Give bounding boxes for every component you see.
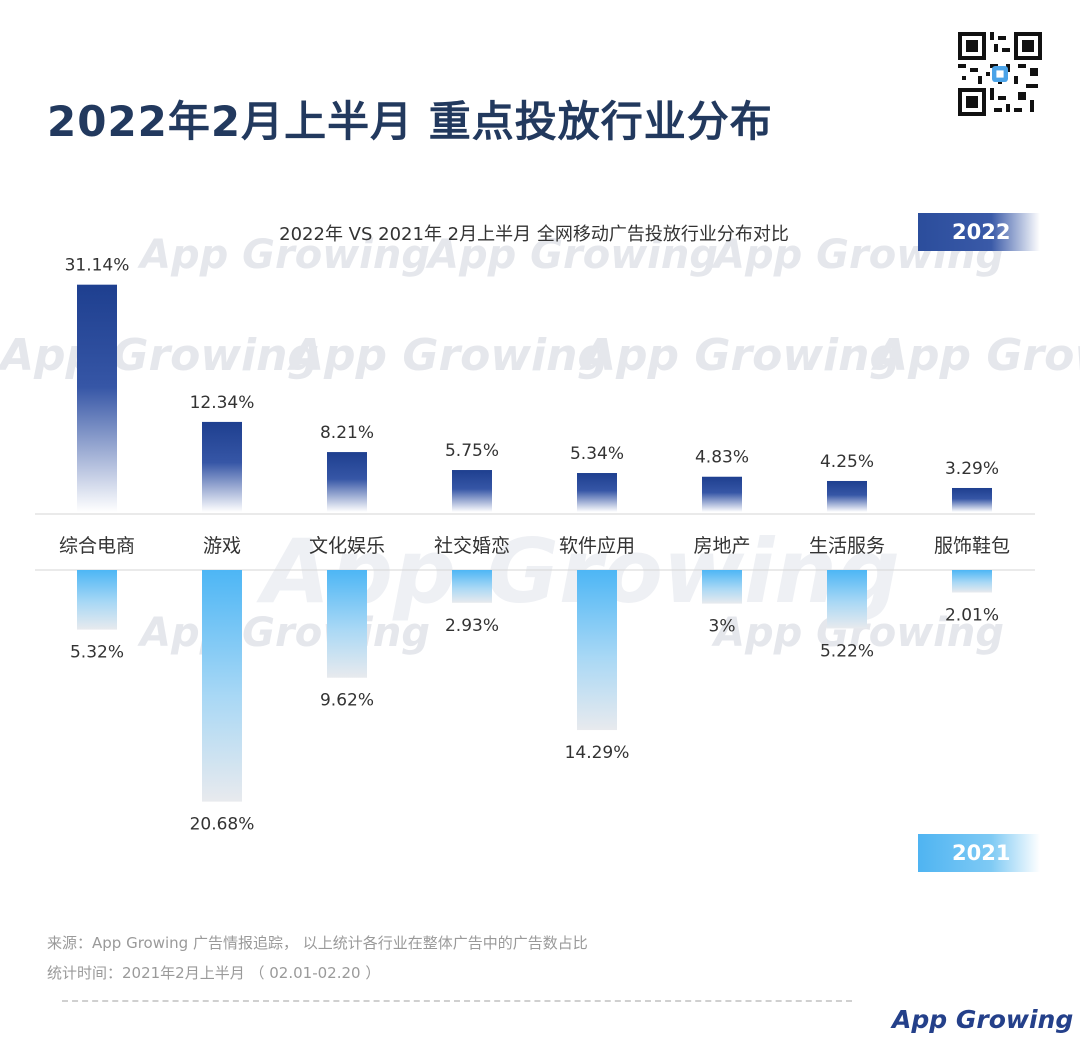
bar-2021 (452, 570, 492, 603)
category-label: 文化娱乐 (309, 535, 385, 557)
bar-2022 (452, 470, 492, 512)
data-label-2021: 5.22% (820, 641, 874, 661)
bar-2022 (77, 284, 117, 512)
bar-2021 (952, 570, 992, 593)
data-label-2021: 3% (709, 617, 736, 637)
source-note: 来源：App Growing 广告情报追踪， 以上统计各行业在整体广告中的广告数… (47, 934, 588, 952)
legend-2022: 2022 (918, 213, 1040, 251)
bar-2021 (577, 570, 617, 731)
data-label-2022: 12.34% (190, 393, 255, 413)
data-label-2022: 4.25% (820, 452, 874, 472)
bar-2022 (702, 476, 742, 512)
bar-2021 (827, 570, 867, 629)
period-note: 统计时间：2021年2月上半月 （ 02.01-02.20 ） (47, 964, 381, 982)
divider (62, 1000, 852, 1002)
data-label-2021: 9.62% (320, 691, 374, 711)
bar-2022 (952, 487, 992, 512)
category-label: 社交婚恋 (434, 535, 510, 557)
data-label-2022: 4.83% (695, 448, 749, 468)
legend-2021: 2021 (918, 834, 1040, 872)
data-label-2022: 8.21% (320, 423, 374, 443)
bar-2021 (202, 570, 242, 802)
data-label-2021: 5.32% (70, 643, 124, 663)
data-label-2022: 31.14% (65, 256, 130, 276)
category-label: 服饰鞋包 (934, 535, 1010, 557)
bar-2022 (202, 421, 242, 512)
bar-2021 (77, 570, 117, 630)
bar-2021 (327, 570, 367, 678)
category-label: 游戏 (203, 535, 241, 557)
data-label-2021: 2.93% (445, 616, 499, 636)
category-label: 生活服务 (809, 535, 885, 557)
data-label-2021: 14.29% (565, 743, 630, 763)
category-label: 房地产 (693, 535, 750, 557)
data-label-2022: 5.34% (570, 444, 624, 464)
chart-title: 2022年 VS 2021年 2月上半月 全网移动广告投放行业分布对比 (279, 224, 789, 245)
category-label: 软件应用 (559, 535, 635, 557)
category-label: 综合电商 (59, 535, 135, 557)
bar-chart: 31.14% 5.32% 综合电商 12.34% 20.68% 游戏 8.21% 9.62% 文… (35, 256, 1035, 835)
data-label-2022: 3.29% (945, 459, 999, 479)
data-label-2021: 2.01% (945, 606, 999, 626)
data-label-2021: 20.68% (190, 815, 255, 835)
bar-2022 (327, 452, 367, 512)
page-title: 2022年2月上半月 重点投放行业分布 (47, 97, 773, 146)
bar-2021 (702, 570, 742, 604)
qr-code (958, 32, 1042, 116)
bar-2022 (577, 473, 617, 512)
brand-logo: App Growing (892, 1005, 1074, 1034)
bar-2022 (827, 480, 867, 512)
data-label-2022: 5.75% (445, 441, 499, 461)
